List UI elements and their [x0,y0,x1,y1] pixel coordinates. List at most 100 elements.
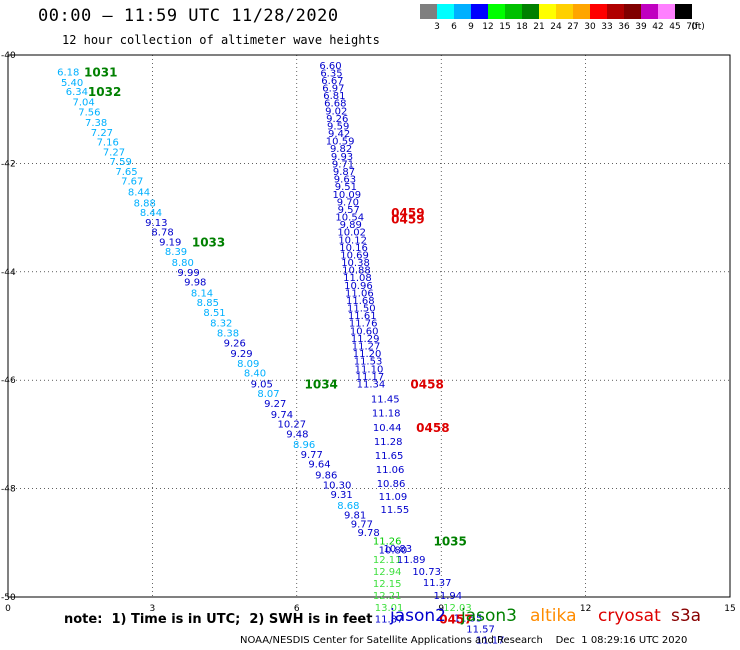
swh-label: 9.78 [357,528,379,539]
swh-label: 10.30 [323,480,352,491]
swh-label: 8.09 [237,359,259,370]
colorbar-swatch [624,4,641,19]
swh-label: 6.18 [57,67,79,78]
x-tick-label: 15 [724,604,735,614]
colorbar-swatch [420,4,437,19]
colorbar-swatch [437,4,454,19]
colorbar-swatch [658,4,675,19]
swh-label: 9.93 [331,152,353,163]
swh-label: 9.77 [301,450,323,461]
swh-label: 9.42 [328,129,350,140]
swh-label: 7.59 [110,157,132,168]
swh-label: 11.61 [348,311,377,322]
swh-label: 11.29 [351,334,380,345]
chart-title: 00:00 – 11:59 UTC 11/28/2020 [38,6,339,26]
swh-label: 8.78 [151,228,173,239]
colorbar-label: 24 [550,22,562,32]
swh-label: 11.26 [373,537,402,548]
time-label: 0459 [391,206,424,220]
swh-label: 6.81 [323,91,345,102]
swh-label: 8.32 [210,319,232,330]
swh-label: 9.19 [159,237,181,248]
swh-label: 9.87 [333,167,355,178]
swh-label: 11.06 [345,288,374,299]
legend-item: altika [530,606,577,626]
swh-label: 10.59 [326,137,355,148]
swh-label: 13.01 [375,603,404,614]
swh-label: 8.96 [293,440,315,451]
swh-label: 12.03 [443,603,472,614]
colorbar-label: 9 [468,22,474,32]
swh-label: 11.27 [352,342,381,353]
swh-label: 9.89 [340,220,362,231]
swh-label: 8.80 [172,258,194,269]
swh-label: 10.27 [278,420,307,431]
y-tick-label: -40 [1,51,16,61]
swh-label: 9.02 [325,106,347,117]
colorbar-label: 27 [567,22,579,32]
swh-label: 11.34 [357,379,386,390]
swh-label: 8.39 [165,247,187,258]
swh-label: 9.29 [230,349,252,360]
swh-label: 7.65 [115,167,137,178]
swh-label: 10.80 [379,545,408,556]
swh-label: 10.38 [341,258,370,269]
swh-label: 10.60 [350,326,379,337]
swh-label: 10.09 [333,190,362,201]
swh-label: 8.14 [191,288,213,299]
swh-label: 7.56 [78,107,100,118]
swh-label: 11.55 [381,505,410,516]
swh-label: 11.68 [346,296,375,307]
swh-label: 7.38 [85,118,107,129]
colorbar-label: 45 [669,22,681,32]
swh-label: 11.94 [433,591,462,602]
swh-label: 10.54 [335,213,364,224]
swh-label: 11.10 [355,364,384,375]
colorbar-swatch [471,4,488,19]
colorbar-swatch [454,4,471,19]
swh-label: 10.69 [340,250,369,261]
colorbar-label: 70 [686,22,698,32]
time-label: 1032 [88,85,121,99]
colorbar-swatch [488,4,505,19]
time-label: 0457 [439,613,472,627]
swh-label: 7.04 [72,98,94,109]
legend-item: jason2 [390,606,446,626]
y-tick-label: -46 [1,376,16,386]
swh-label: 9.57 [338,205,360,216]
x-tick-label: 3 [150,604,156,614]
swh-label: 12.11 [373,555,402,566]
swh-label: 8.44 [140,208,162,219]
swh-label: 9.74 [271,410,293,421]
swh-label: 9.51 [335,182,357,193]
swh-label: 8.88 [134,198,156,209]
swh-label: 9.48 [286,429,308,440]
time-label: 1035 [433,535,466,549]
swh-label: 11.06 [376,465,405,476]
x-tick-label: 9 [438,604,444,614]
legend-item: s3a [671,606,702,626]
swh-label: 9.13 [145,218,167,229]
swh-label: 10.44 [373,423,402,434]
swh-label: 9.26 [224,338,246,349]
swh-label: 11.20 [353,349,382,360]
swh-label: 6.35 [320,68,342,79]
swh-label: 11.89 [397,555,426,566]
swh-label: 9.63 [334,175,356,186]
swh-label: 11.17 [476,635,505,646]
swh-label: 11.76 [349,319,378,330]
swh-label: 8.68 [337,501,359,512]
swh-label: 10.88 [342,266,371,277]
swh-label: 7.16 [97,138,119,149]
time-label: 0458 [410,377,443,391]
swh-label: 10.02 [337,228,366,239]
swh-label: 9.59 [327,121,349,132]
swh-label: 8.44 [128,188,150,199]
swh-label: 6.34 [66,87,88,98]
chart-note: note: 1) Time is in UTC; 2) SWH is in fe… [64,612,373,627]
colorbar-swatch [607,4,624,19]
swh-label: 9.82 [330,144,352,155]
swh-label: 6.68 [324,99,346,110]
swh-label: 11.87 [375,615,404,626]
